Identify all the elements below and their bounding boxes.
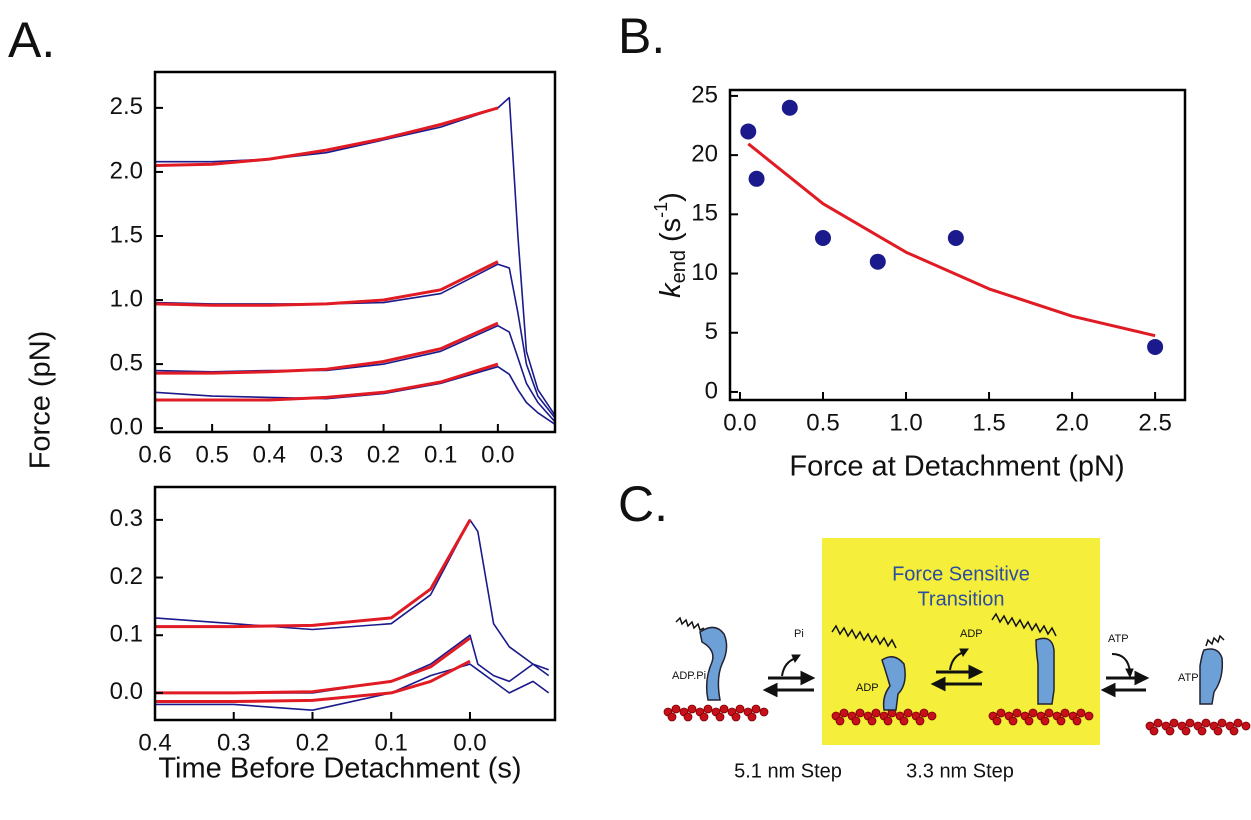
trace [155, 663, 550, 711]
plot-frame [153, 70, 557, 434]
trace [747, 142, 1156, 338]
arrow-label: ADP [960, 628, 983, 640]
state-label: ADP [856, 682, 879, 694]
y-tick-label: 0.1 [110, 621, 143, 648]
x-tick-label: 0.0 [723, 409, 756, 436]
x-tick-label: 0.4 [253, 441, 286, 468]
x-tick-label: 0.4 [138, 729, 171, 756]
y-tick-label: 10 [691, 259, 718, 286]
x-tick-label: 0.1 [375, 729, 408, 756]
x-tick-label: 0.3 [217, 729, 250, 756]
y-tick-label: 2.5 [110, 93, 143, 120]
trace [155, 519, 549, 671]
point [740, 123, 757, 140]
step-label: 5.1 nm Step [734, 760, 842, 782]
x-tick-label: 2.0 [1055, 409, 1088, 436]
point [947, 230, 964, 247]
point [814, 230, 831, 247]
box-title: Transition [917, 588, 1004, 610]
y-tick-label: 0.2 [110, 563, 143, 590]
myosin [699, 626, 1224, 711]
y-tick-label: 0.5 [110, 349, 143, 376]
step-label: 3.3 nm Step [906, 760, 1014, 782]
x-tick-label: 0.3 [310, 441, 343, 468]
y-tick-label: 15 [691, 200, 718, 227]
lever-arm [675, 612, 1225, 649]
y-tick-label: 2.0 [110, 157, 143, 184]
highlight-box [822, 538, 1100, 745]
y-label-part: -1 [651, 202, 671, 218]
x-tick-label: 1.5 [972, 409, 1005, 436]
point [781, 99, 798, 116]
y-label-part: end [668, 250, 690, 283]
panel-label: B. [618, 8, 665, 64]
plot-area [155, 519, 550, 711]
state-label: ATP [1178, 672, 1199, 684]
y-tick-label: 25 [691, 81, 718, 108]
trace [155, 106, 499, 167]
plot-frame [153, 485, 557, 722]
y-tick-label: 0.3 [110, 505, 143, 532]
y-tick-label: 0.0 [110, 678, 143, 705]
y-axis-title: Force (pN) [25, 331, 57, 470]
arrow-label: ATP [1108, 633, 1129, 645]
x-tick-label: 0.0 [481, 441, 514, 468]
y-label-part: ) [655, 192, 687, 202]
y-tick-label: 5 [705, 318, 718, 345]
y-tick-label: 1.5 [110, 221, 143, 248]
y-tick-label: 1.0 [110, 285, 143, 312]
x-tick-label: 0.1 [424, 441, 457, 468]
x-tick-label: 2.5 [1138, 409, 1171, 436]
x-tick-label: 0.5 [195, 441, 228, 468]
y-label-part: k [655, 282, 687, 298]
trace [155, 634, 550, 694]
state-label: ADP.Pi [672, 670, 706, 682]
trace [155, 321, 499, 375]
plot-area [155, 96, 555, 425]
y-tick-label: 0 [705, 377, 718, 404]
x-tick-label: 0.0 [453, 729, 486, 756]
point [869, 253, 886, 270]
x-axis-title: Time Before Detachment (s) [158, 753, 521, 785]
y-tick-label: 0.0 [110, 414, 143, 441]
box-title: Force Sensitive [892, 563, 1030, 585]
x-tick-label: 0.2 [296, 729, 329, 756]
panel-label: C. [618, 476, 668, 532]
trace [155, 659, 471, 703]
reaction-arrows [762, 648, 1150, 698]
point [1147, 338, 1164, 355]
trace [155, 365, 555, 425]
trace [155, 636, 471, 695]
arrow-label: Pi [794, 628, 804, 640]
y-label-part: (s [655, 218, 687, 242]
y-tick-label: 20 [691, 140, 718, 167]
trace [155, 260, 499, 307]
trace [155, 519, 472, 629]
x-tick-label: 0.5 [806, 409, 839, 436]
trace [155, 362, 499, 402]
x-tick-label: 0.6 [138, 441, 171, 468]
point [748, 170, 765, 187]
diagram: Force Sensitive Transition [663, 538, 1251, 782]
panel-label: A. [8, 12, 55, 68]
plot-frame [728, 88, 1187, 402]
y-axis-title: kend (s-1) [651, 192, 691, 298]
x-tick-label: 1.0 [889, 409, 922, 436]
x-tick-label: 0.2 [367, 441, 400, 468]
plot-area [740, 99, 1164, 355]
actin [663, 704, 1251, 736]
x-axis-title: Force at Detachment (pN) [789, 451, 1124, 483]
